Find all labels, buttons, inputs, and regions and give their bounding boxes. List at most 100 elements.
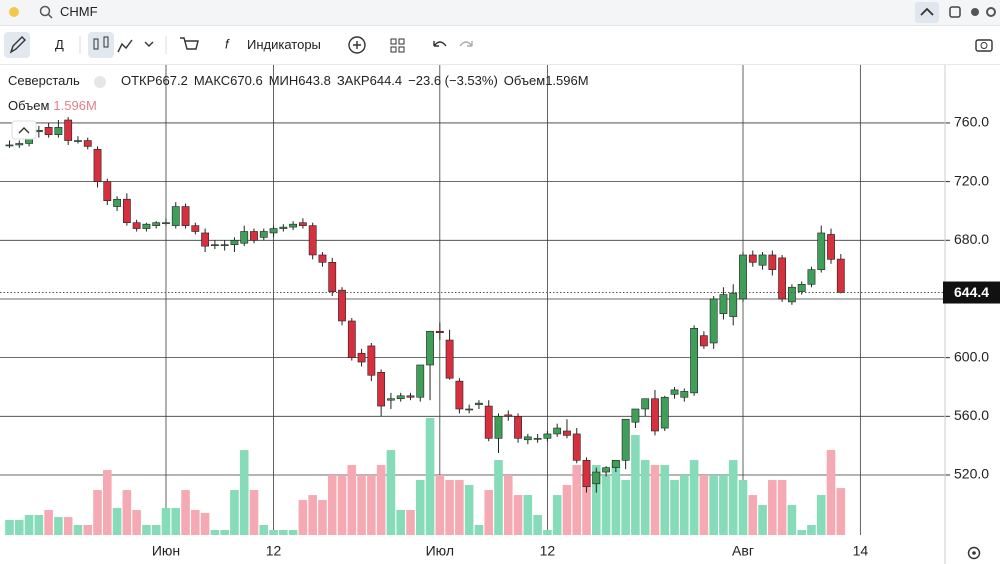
candle-body bbox=[602, 467, 610, 473]
candle-body bbox=[533, 438, 542, 440]
candle-body bbox=[83, 140, 92, 147]
volume-bar bbox=[357, 475, 366, 535]
candle-body bbox=[641, 398, 650, 410]
candle-body bbox=[377, 372, 386, 407]
candle-body bbox=[445, 339, 454, 379]
volume-bar bbox=[503, 475, 513, 535]
volume-bar bbox=[650, 465, 660, 535]
volume-bar bbox=[5, 520, 14, 535]
legend-value: 670.6 bbox=[230, 73, 263, 88]
candle-body bbox=[5, 144, 14, 147]
toolbar: f Д Индикаторы bbox=[0, 26, 1000, 65]
last-price-label: 644.4 bbox=[954, 284, 989, 300]
candle-body bbox=[504, 414, 513, 417]
volume-bar bbox=[210, 530, 220, 535]
volume-bar bbox=[249, 490, 259, 535]
candle-body bbox=[220, 244, 229, 246]
candle-body bbox=[680, 391, 689, 398]
y-tick-label: 680.0 bbox=[954, 231, 989, 247]
volume-bar bbox=[132, 510, 141, 535]
volume-bar bbox=[376, 465, 386, 535]
candle-body bbox=[670, 389, 679, 395]
volume-bar bbox=[279, 530, 288, 535]
y-tick-label: 760.0 bbox=[954, 114, 989, 130]
candle-body bbox=[739, 254, 747, 300]
candle-body bbox=[465, 408, 474, 411]
candle-body bbox=[103, 181, 112, 201]
y-tick-label: 720.0 bbox=[954, 172, 989, 188]
candle-body bbox=[171, 206, 180, 226]
volume-bar bbox=[181, 490, 190, 535]
volume-bar bbox=[122, 490, 132, 535]
candle-body bbox=[387, 398, 395, 401]
candle-body bbox=[514, 416, 522, 439]
volume-bar bbox=[543, 530, 552, 535]
candle-body bbox=[621, 418, 630, 461]
candle-body bbox=[367, 345, 376, 376]
volume-legend: Объем 1.596M bbox=[8, 98, 97, 113]
volume-bar bbox=[415, 480, 425, 535]
scroll-up-button[interactable] bbox=[11, 120, 37, 140]
candle-body bbox=[416, 364, 425, 398]
volume-bar bbox=[103, 470, 112, 535]
candle-body bbox=[64, 119, 73, 141]
candle-body bbox=[827, 234, 835, 260]
volume-bar bbox=[73, 525, 83, 535]
legend-value: 643.8 bbox=[298, 73, 331, 88]
candle-body bbox=[132, 222, 141, 229]
volume-bar bbox=[552, 495, 562, 535]
settings-icon bbox=[967, 546, 981, 560]
candle-body bbox=[308, 225, 317, 256]
candle-body bbox=[523, 436, 532, 441]
volume-bar bbox=[640, 460, 650, 535]
candle-body bbox=[74, 140, 82, 142]
volume-bar bbox=[24, 515, 34, 535]
symbol[interactable]: CHMF bbox=[60, 4, 98, 19]
draw-button[interactable] bbox=[4, 32, 30, 58]
volume-bar bbox=[406, 510, 415, 535]
collapse-button[interactable] bbox=[915, 2, 939, 23]
candle-body bbox=[269, 228, 278, 234]
candle-body bbox=[660, 396, 669, 429]
volume-bar bbox=[14, 520, 24, 535]
candle-body bbox=[611, 460, 620, 468]
volume-bar bbox=[112, 507, 122, 535]
indicators-button[interactable]: Индикаторы bbox=[247, 37, 321, 52]
volume-bar bbox=[728, 460, 738, 535]
volume-bar bbox=[239, 450, 249, 535]
candle-body bbox=[93, 149, 102, 182]
candles-button[interactable] bbox=[88, 32, 114, 58]
candle-body bbox=[318, 254, 327, 263]
candle-body bbox=[191, 225, 200, 232]
interval-button[interactable]: Д bbox=[55, 37, 64, 52]
candle-body bbox=[719, 294, 728, 314]
settings-dot bbox=[972, 551, 976, 555]
volume-bar bbox=[54, 517, 63, 535]
legend-change: −23.6 (−3.53%) bbox=[408, 73, 498, 88]
candle-body bbox=[113, 198, 121, 207]
volume-bar bbox=[93, 490, 102, 535]
volume-bar bbox=[562, 485, 572, 535]
volume-bar bbox=[445, 480, 454, 535]
candle-body bbox=[54, 127, 63, 135]
candle-body bbox=[592, 471, 601, 485]
legend-label: Объем bbox=[504, 73, 545, 88]
y-tick-label: 520.0 bbox=[954, 466, 989, 482]
toolbar-icons: f bbox=[4, 32, 993, 58]
legend-value: 667.2 bbox=[155, 73, 188, 88]
candle-body bbox=[553, 427, 562, 435]
legend-label: Объем bbox=[8, 98, 49, 113]
legend-values: ОТКР667.2 МАКС670.6 МИН643.8 ЗАКР644.4 −23.6… bbox=[121, 73, 589, 88]
x-tick-label: Авг bbox=[732, 543, 754, 559]
volume-bar bbox=[680, 475, 689, 535]
volume-bar bbox=[327, 475, 337, 535]
candle-body bbox=[651, 398, 659, 432]
volume-bar bbox=[738, 480, 748, 535]
candle-body bbox=[582, 460, 591, 488]
candle-body bbox=[778, 257, 787, 300]
candle-body bbox=[543, 433, 552, 439]
x-tick-label: 14 bbox=[853, 543, 869, 559]
candle-body bbox=[240, 231, 249, 244]
candle-body bbox=[729, 292, 738, 317]
